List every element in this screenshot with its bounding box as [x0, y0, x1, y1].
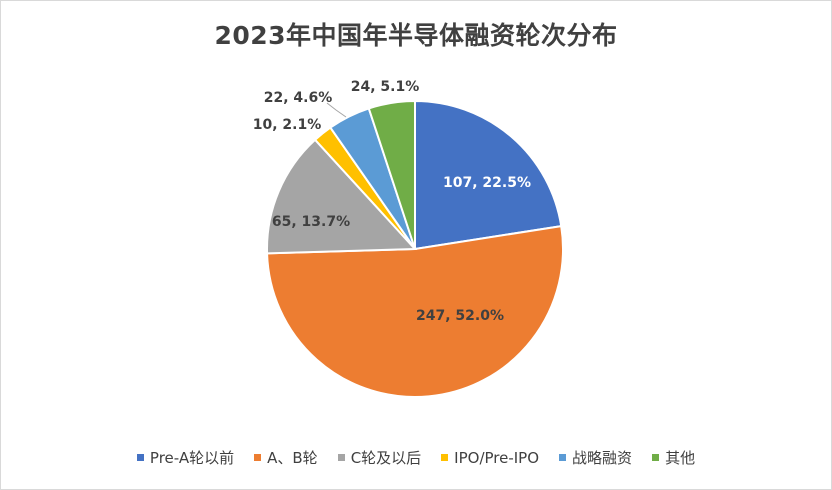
- data-label-2: 65, 13.7%: [272, 214, 350, 230]
- pie-slice-1: [266, 224, 564, 398]
- legend-swatch: [652, 454, 660, 461]
- legend-swatch: [559, 454, 567, 461]
- legend-label: Pre-A轮以前: [149, 449, 235, 467]
- data-label-4: 22, 4.6%: [264, 90, 333, 106]
- legend-label: 其他: [665, 449, 696, 467]
- leader-line-4: [326, 102, 347, 118]
- legend-item-1[interactable]: A、B轮: [254, 447, 318, 468]
- legend-label: C轮及以后: [350, 449, 422, 467]
- pie-slice-0: [414, 99, 563, 251]
- legend-label: A、B轮: [267, 449, 318, 467]
- legend-swatch: [337, 454, 345, 461]
- chart-title: 2023年中国年半导体融资轮次分布: [214, 21, 618, 50]
- chart-legend: Pre-A轮以前 A、B轮 C轮及以后 IPO/Pre-IPO 战略融资 其他: [0, 447, 832, 468]
- data-label-3: 10, 2.1%: [253, 117, 322, 133]
- legend-item-3[interactable]: IPO/Pre-IPO: [441, 447, 539, 468]
- pie-slice-5: [367, 99, 416, 250]
- legend-item-4[interactable]: 战略融资: [559, 447, 632, 468]
- legend-item-0[interactable]: Pre-A轮以前: [136, 447, 235, 468]
- data-label-1: 247, 52.0%: [416, 308, 504, 324]
- legend-swatch: [254, 454, 262, 461]
- legend-label: IPO/Pre-IPO: [454, 448, 540, 467]
- legend-item-2[interactable]: C轮及以后: [337, 447, 422, 468]
- data-label-0: 107, 22.5%: [443, 175, 531, 191]
- data-label-5: 24, 5.1%: [351, 79, 420, 95]
- legend-swatch: [441, 454, 449, 461]
- legend-item-5[interactable]: 其他: [652, 447, 695, 468]
- legend-label: 战略融资: [572, 449, 633, 467]
- legend-swatch: [136, 454, 144, 461]
- pie-slice-2: [266, 138, 418, 255]
